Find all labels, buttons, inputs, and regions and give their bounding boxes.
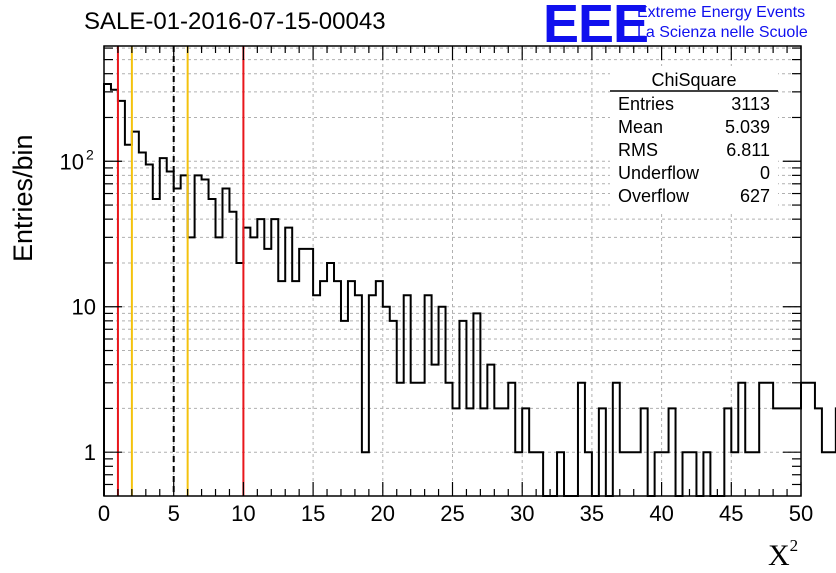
stats-value: 6.811 xyxy=(726,140,770,160)
stats-value: 0 xyxy=(760,163,770,183)
x-tick-label: 5 xyxy=(168,501,180,526)
x-tick-label: 10 xyxy=(231,501,255,526)
y-tick-label-exponent: 2 xyxy=(86,146,94,162)
stats-value: 627 xyxy=(740,186,770,206)
stats-label: Underflow xyxy=(618,163,700,183)
x-tick-label: 30 xyxy=(510,501,534,526)
stats-label: Overflow xyxy=(618,186,690,206)
x-tick-label: 45 xyxy=(719,501,743,526)
chart-title: SALE-01-2016-07-15-00043 xyxy=(84,8,386,35)
x-tick-label: 35 xyxy=(580,501,604,526)
histogram-step-line xyxy=(103,82,836,497)
x-tick-label: 0 xyxy=(98,501,110,526)
grid-lines xyxy=(104,46,801,496)
x-tick-label: 15 xyxy=(301,501,325,526)
y-tick-label: 10 xyxy=(72,295,96,320)
stats-label: RMS xyxy=(618,140,658,160)
x-tick-label: 50 xyxy=(789,501,813,526)
stats-box: ChiSquare Entries 3113 Mean 5.039 RMS 6.811 Und… xyxy=(610,66,778,214)
x-tick-label: 20 xyxy=(371,501,395,526)
x-axis-label: X2 xyxy=(768,536,799,572)
x-tick-label: 25 xyxy=(440,501,464,526)
stats-value: 5.039 xyxy=(725,117,770,137)
stats-title: ChiSquare xyxy=(651,70,736,90)
stats-label: Mean xyxy=(618,117,663,137)
eee-logo: EEE xyxy=(543,0,649,54)
cut-lines xyxy=(116,46,245,496)
y-axis-label: Entries/bin xyxy=(8,134,38,262)
x-tick-label: 40 xyxy=(649,501,673,526)
stats-label: Entries xyxy=(618,94,674,114)
histogram-bars xyxy=(103,82,836,497)
logo-line-1: Extreme Energy Events xyxy=(637,4,806,21)
y-tick-label: 10 xyxy=(60,149,84,174)
stats-value: 3113 xyxy=(731,94,770,114)
logo-line-2: La Scienza nelle Scuole xyxy=(637,24,808,41)
y-tick-label: 1 xyxy=(84,440,96,465)
